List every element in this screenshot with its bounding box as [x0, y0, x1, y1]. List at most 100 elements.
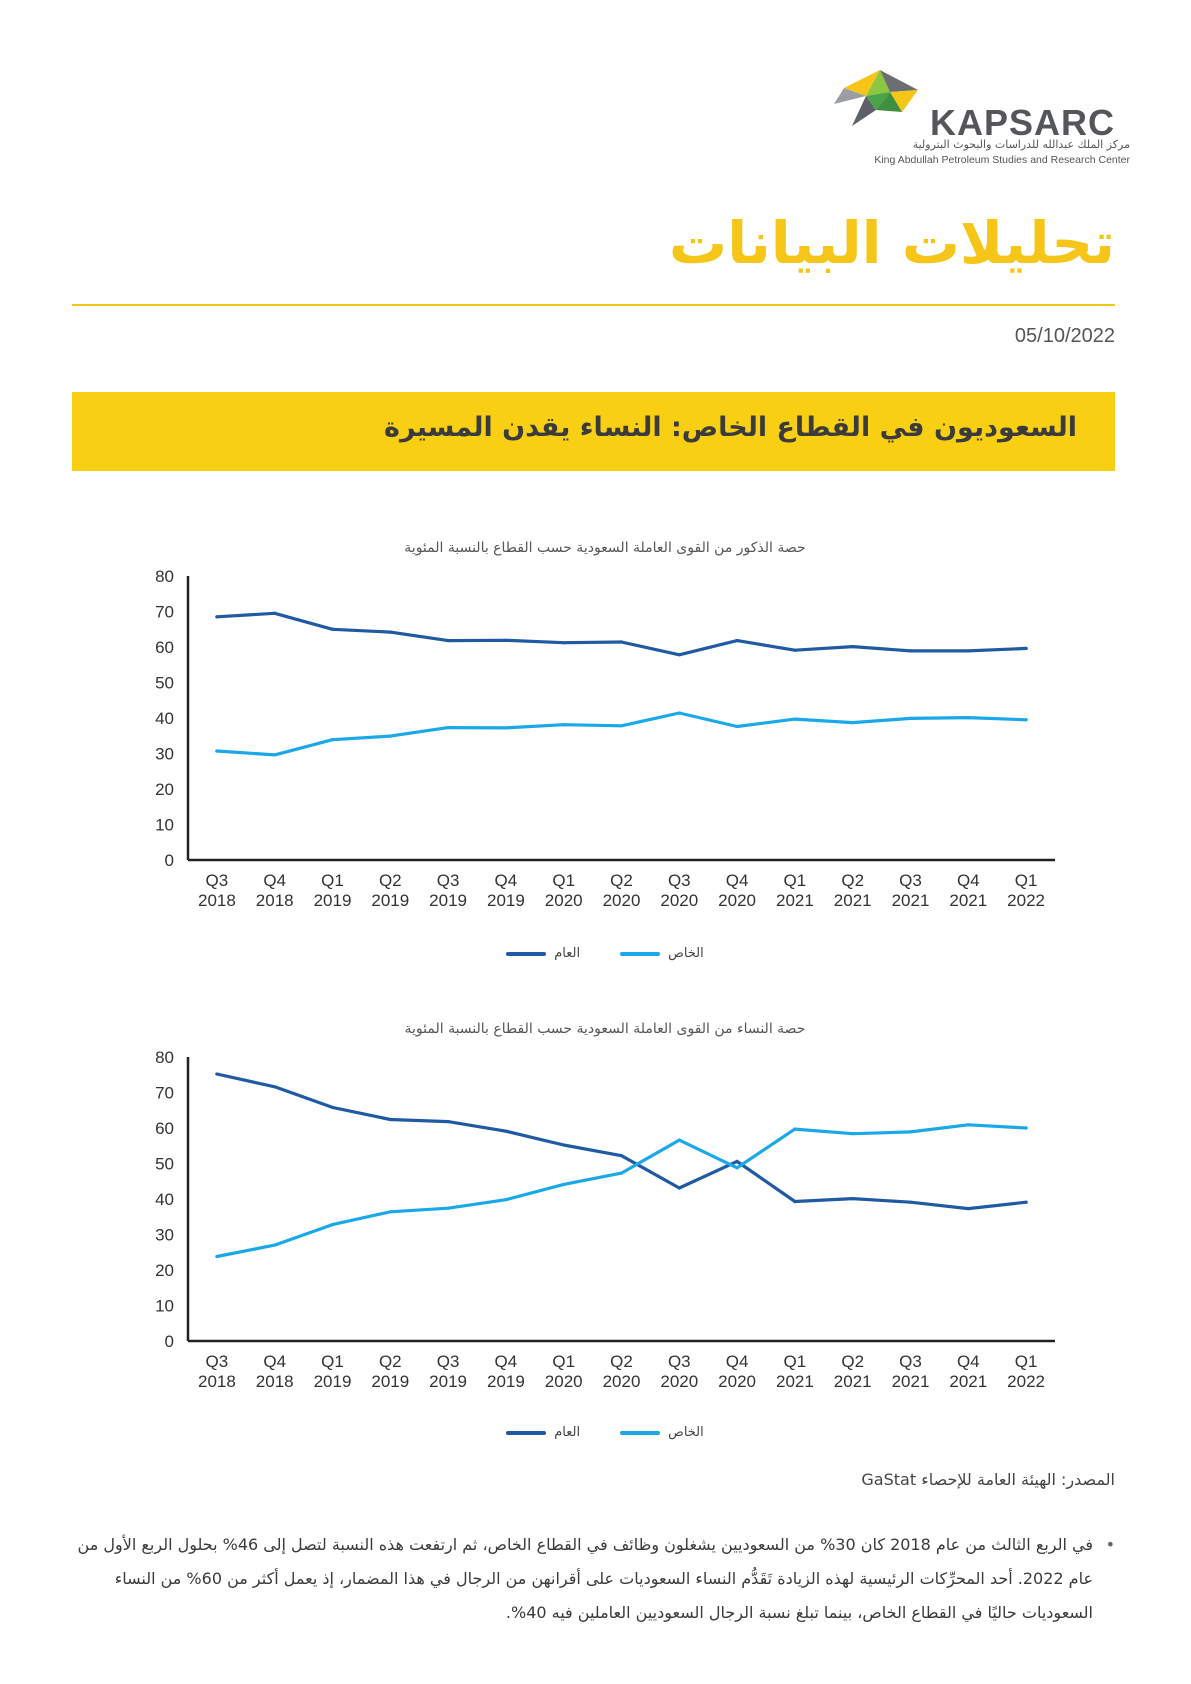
data-point [504, 1198, 508, 1202]
data-point [908, 649, 913, 653]
x-tick-label-year: 2019 [314, 891, 352, 910]
legend-swatch-public [506, 951, 547, 956]
legend-item-private: الخاص [620, 946, 704, 961]
data-point [677, 653, 681, 657]
legend-label-private: الخاص [668, 1425, 704, 1440]
data-point [1024, 646, 1028, 651]
data-point [562, 723, 566, 727]
y-tick-label: 0 [165, 1332, 174, 1351]
data-point [388, 1117, 392, 1122]
data-point [273, 1243, 277, 1247]
series-line-private [215, 711, 1028, 757]
x-tick-label: Q2 [841, 871, 864, 890]
title-divider [72, 304, 1115, 306]
data-point [388, 1210, 392, 1214]
x-tick-label: Q1 [784, 871, 807, 890]
x-tick-label: Q3 [668, 871, 691, 890]
x-tick-label-year: 2019 [314, 1372, 352, 1391]
data-point [735, 724, 739, 729]
data-point [273, 1085, 277, 1089]
data-point [330, 1222, 335, 1227]
chart-legend: الخاص العام [130, 1425, 1080, 1440]
data-point [1024, 1126, 1028, 1130]
data-point [677, 1186, 681, 1190]
data-point [619, 640, 624, 644]
legend-label-private: الخاص [668, 946, 704, 961]
data-point [273, 611, 277, 615]
analysis-paragraph: • في الربع الثالث من عام 2018 كان 30% من… [72, 1528, 1115, 1630]
x-tick-label-year: 2019 [429, 891, 467, 910]
data-point [851, 1197, 855, 1201]
data-point [735, 639, 739, 643]
x-tick-label: Q1 [552, 1352, 575, 1371]
series-line-private [215, 1123, 1028, 1259]
y-tick-label: 60 [155, 1119, 174, 1138]
x-tick-label: Q1 [784, 1352, 807, 1371]
data-point [562, 1143, 566, 1147]
y-tick-label: 20 [155, 1261, 174, 1280]
legend-item-public: العام [506, 946, 580, 961]
x-tick-label-year: 2020 [660, 891, 698, 910]
headline-banner: السعوديون في القطاع الخاص: النساء يقدن ا… [72, 392, 1115, 471]
x-tick-label-year: 2019 [487, 891, 525, 910]
data-point [619, 724, 624, 728]
x-tick-label-year: 2019 [429, 1372, 467, 1391]
x-tick-label: Q2 [379, 871, 402, 890]
data-point [215, 749, 219, 753]
data-point [330, 738, 335, 742]
data-point [388, 630, 392, 634]
x-tick-label-year: 2020 [603, 1372, 641, 1391]
y-tick-label: 80 [155, 1049, 174, 1067]
female-workforce-chart: حصة النساء من القوى العاملة السعودية حسب… [130, 1021, 1080, 1461]
x-tick-label: Q3 [437, 871, 460, 890]
kapsarc-logo: KAPSARC مركز الملك عبدالله للدراسات والب… [830, 66, 1130, 176]
logo-wordmark: KAPSARC [930, 102, 1116, 143]
data-point [215, 615, 219, 619]
x-tick-label: Q1 [1015, 871, 1038, 890]
x-tick-label: Q4 [726, 871, 749, 890]
y-tick-label: 50 [155, 1155, 174, 1174]
x-tick-label: Q2 [841, 1352, 864, 1371]
y-tick-label: 70 [155, 603, 174, 622]
y-tick-label: 40 [155, 1190, 174, 1209]
x-tick-label: Q2 [610, 1352, 633, 1371]
x-tick-label: Q4 [263, 871, 286, 890]
x-tick-label: Q2 [610, 871, 633, 890]
data-point [562, 1182, 566, 1187]
data-point [851, 721, 855, 725]
x-tick-label: Q4 [263, 1352, 286, 1371]
x-tick-label: Q4 [495, 871, 518, 890]
x-tick-label: Q3 [206, 1352, 229, 1371]
data-point [619, 1171, 624, 1175]
source-note: المصدر: الهيئة العامة للإحصاء GaStat [861, 1470, 1115, 1489]
x-tick-label-year: 2021 [949, 891, 987, 910]
chart-title: حصة النساء من القوى العاملة السعودية حسب… [404, 1021, 806, 1037]
x-tick-label-year: 2021 [892, 891, 930, 910]
series-line-public [215, 611, 1028, 657]
data-point [273, 753, 277, 757]
x-tick-label-year: 2022 [1007, 891, 1045, 910]
y-tick-label: 10 [155, 1297, 174, 1316]
data-point [504, 638, 508, 642]
data-point [504, 1129, 508, 1133]
data-point [446, 725, 450, 730]
x-tick-label-year: 2018 [198, 891, 236, 910]
y-tick-label: 60 [155, 638, 174, 657]
x-tick-label-year: 2021 [892, 1372, 930, 1391]
legend-swatch-private [620, 951, 661, 956]
data-point [966, 1206, 970, 1211]
chart-title: حصة الذكور من القوى العاملة السعودية حسب… [404, 540, 806, 556]
y-tick-label: 30 [155, 745, 174, 764]
y-tick-label: 80 [155, 568, 174, 586]
data-point [908, 716, 913, 720]
data-point [446, 1120, 450, 1124]
x-tick-label: Q1 [552, 871, 575, 890]
data-point [735, 1166, 739, 1170]
data-point [504, 726, 508, 730]
x-tick-label: Q1 [321, 871, 344, 890]
x-tick-label-year: 2018 [256, 1372, 294, 1391]
x-tick-label: Q2 [379, 1352, 402, 1371]
data-point [735, 1159, 739, 1163]
x-tick-label: Q3 [668, 1352, 691, 1371]
x-tick-label-year: 2020 [603, 891, 641, 910]
